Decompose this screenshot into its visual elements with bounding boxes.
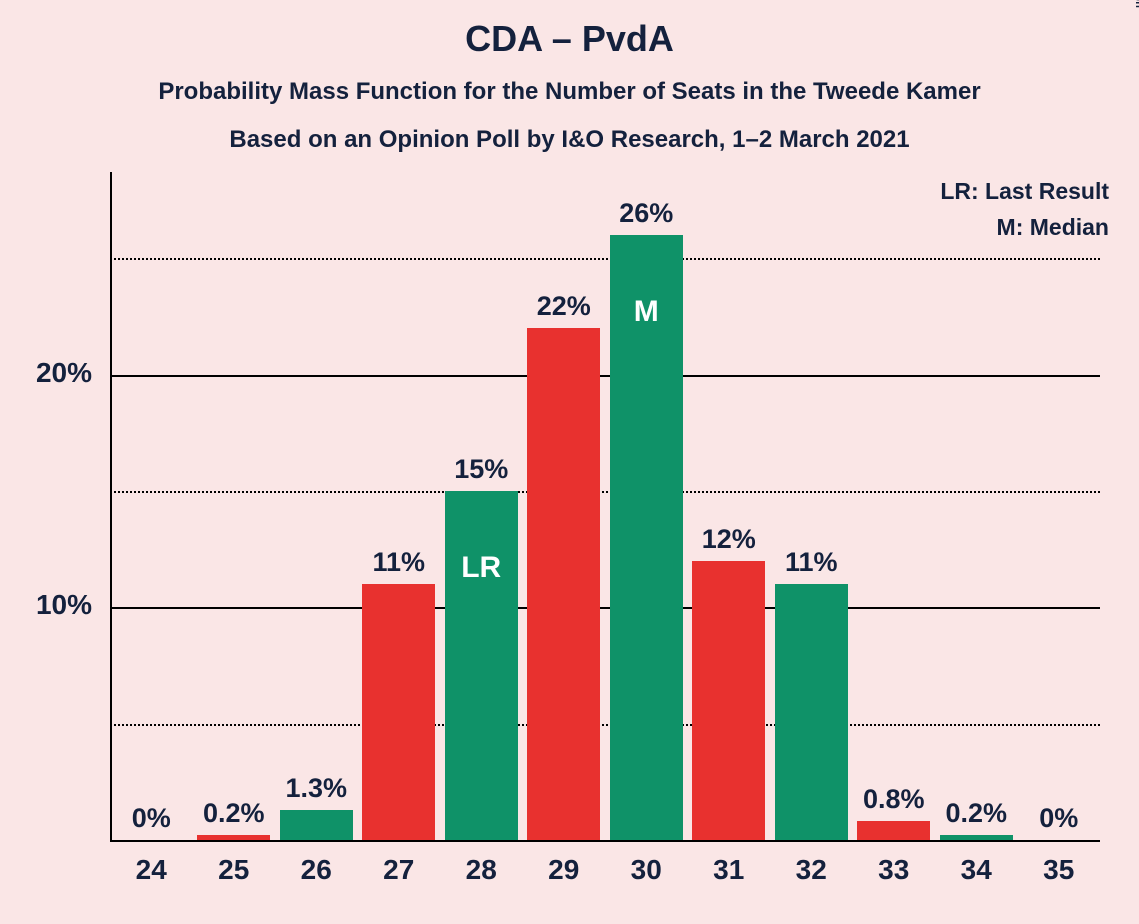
bar xyxy=(940,835,1013,840)
gridline xyxy=(110,375,1100,377)
bar-value-label: 11% xyxy=(358,547,441,578)
bar-value-label: 26% xyxy=(605,198,688,229)
x-axis-tick-label: 30 xyxy=(605,854,688,886)
bar xyxy=(445,491,518,840)
x-axis-tick-label: 27 xyxy=(358,854,441,886)
x-axis-tick-label: 26 xyxy=(275,854,358,886)
bar xyxy=(280,810,353,840)
y-axis-tick-label: 10% xyxy=(0,589,92,621)
bar-value-label: 0.8% xyxy=(853,784,936,815)
chart-subtitle-2: Based on an Opinion Poll by I&O Research… xyxy=(0,126,1139,154)
bar-value-label: 22% xyxy=(523,291,606,322)
bar-value-label: 0% xyxy=(1018,803,1101,834)
x-axis-tick-label: 33 xyxy=(853,854,936,886)
gridline xyxy=(110,607,1100,609)
x-axis-tick-label: 34 xyxy=(935,854,1018,886)
x-axis-tick-label: 35 xyxy=(1018,854,1101,886)
bar xyxy=(857,821,930,840)
gridline xyxy=(110,491,1100,493)
bar-annotation-last-result: LR xyxy=(445,551,518,585)
x-axis-tick-label: 25 xyxy=(193,854,276,886)
bar xyxy=(527,328,600,840)
bar-value-label: 1.3% xyxy=(275,773,358,804)
x-axis-tick-label: 32 xyxy=(770,854,853,886)
chart-subtitle-1: Probability Mass Function for the Number… xyxy=(0,78,1139,106)
x-axis xyxy=(110,840,1100,842)
bar xyxy=(775,584,848,840)
bar xyxy=(197,835,270,840)
bar xyxy=(362,584,435,840)
x-axis-tick-label: 29 xyxy=(523,854,606,886)
chart-title: CDA – PvdA xyxy=(0,18,1139,60)
y-axis-tick-label: 20% xyxy=(0,357,92,389)
bar-value-label: 15% xyxy=(440,454,523,485)
x-axis-tick-label: 28 xyxy=(440,854,523,886)
x-axis-tick-label: 31 xyxy=(688,854,771,886)
gridline xyxy=(110,258,1100,260)
bar-value-label: 0.2% xyxy=(935,798,1018,829)
bar-value-label: 0% xyxy=(110,803,193,834)
x-axis-tick-label: 24 xyxy=(110,854,193,886)
bar-annotation-median: M xyxy=(610,295,683,329)
gridline xyxy=(110,724,1100,726)
bar xyxy=(692,561,765,840)
copyright-text: © 2021 Filip van Laenen xyxy=(1133,0,1139,8)
y-axis xyxy=(110,172,112,840)
bar-value-label: 11% xyxy=(770,547,853,578)
plot-area: 0%240.2%251.3%2611%2715%LR2822%2926%M301… xyxy=(110,200,1100,840)
bar-value-label: 12% xyxy=(688,524,771,555)
chart-canvas: CDA – PvdA Probability Mass Function for… xyxy=(0,0,1139,924)
bar-value-label: 0.2% xyxy=(193,798,276,829)
